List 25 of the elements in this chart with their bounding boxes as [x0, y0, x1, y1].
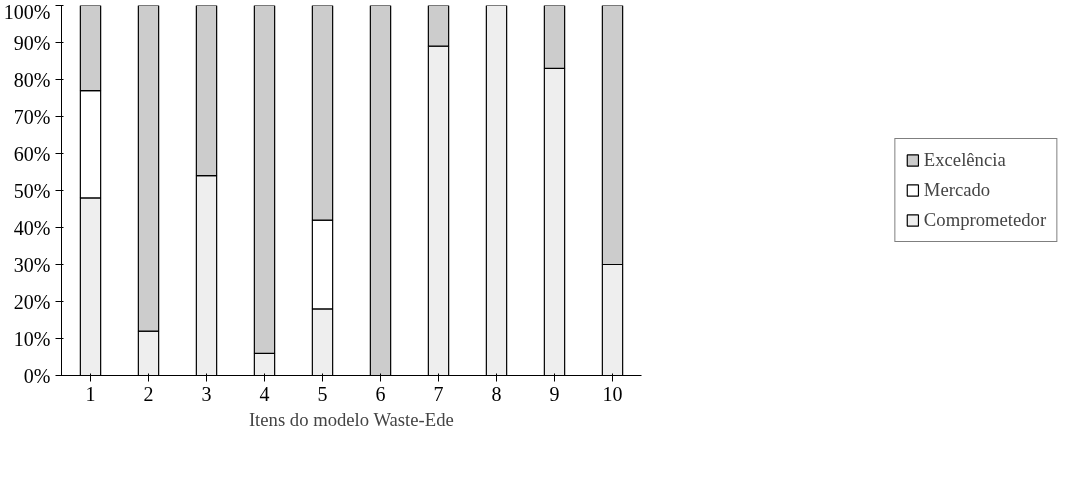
y-tick-label: 50% [13, 179, 51, 202]
x-tick-label: 8 [491, 382, 502, 405]
legend-label: Mercado [923, 179, 991, 201]
y-tick-label: 20% [13, 290, 51, 313]
y-tick-label: 60% [13, 142, 51, 165]
x-tick-label: 7 [433, 382, 444, 405]
x-tick-label: 6 [375, 382, 386, 405]
legend-label: Comprometedor [923, 209, 1047, 231]
x-axis-title: Itens do modelo Waste-Ede [248, 408, 454, 430]
y-tick-label: 70% [13, 105, 51, 128]
y-tick-label: 40% [13, 216, 51, 239]
y-tick-label: 90% [13, 31, 51, 54]
y-tick-label: 80% [13, 68, 51, 91]
y-tick-label: 0% [23, 364, 51, 387]
y-tick-label: 100% [3, 0, 51, 23]
x-tick-label: 2 [143, 382, 154, 405]
x-tick-label: 10 [602, 382, 623, 405]
legend-label: Excelência [923, 149, 1006, 171]
x-tick-label: 3 [201, 382, 212, 405]
x-tick-label: 1 [85, 382, 96, 405]
x-tick-label: 5 [317, 382, 328, 405]
y-tick-label: 30% [13, 253, 51, 276]
x-tick-label: 9 [549, 382, 560, 405]
x-tick-label: 4 [259, 382, 270, 405]
y-tick-label: 10% [13, 327, 51, 350]
